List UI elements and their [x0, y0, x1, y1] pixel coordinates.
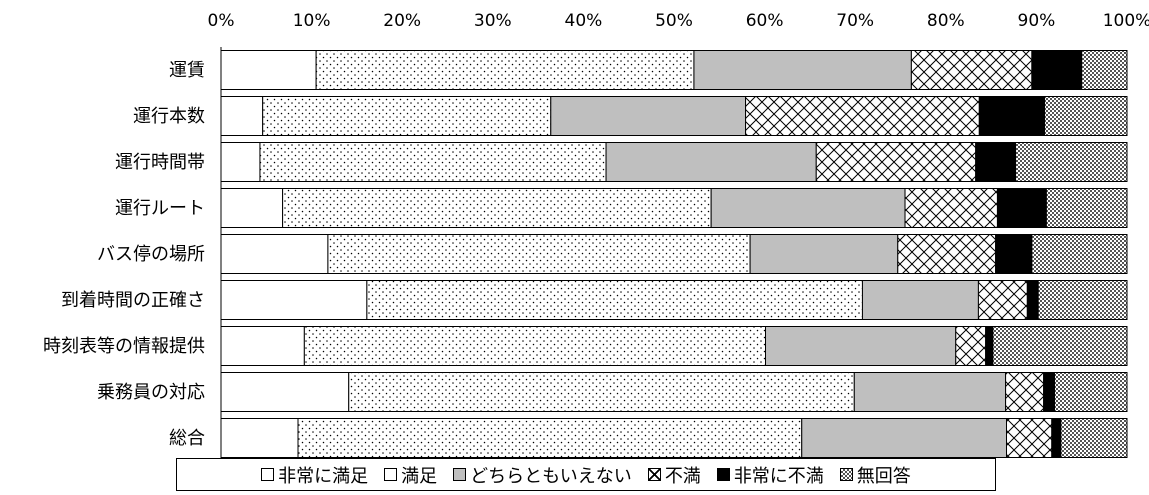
bar-segment-checker — [1037, 280, 1128, 320]
category-label: 運行時間帯 — [115, 152, 205, 173]
bar-segment-white — [220, 188, 284, 228]
bar-segment-dots — [348, 372, 855, 412]
bar-segment-checker — [1015, 142, 1128, 182]
bar-segment-black — [1026, 280, 1039, 320]
x-tick-label: 40% — [565, 11, 603, 31]
bar-segment-crosshatch — [910, 50, 1033, 90]
stacked-bar-chart: 0% 10% 20% 30% 40% 50% 60% 70% 80% 90% 100% 運賃運行本数… — [43, 11, 1149, 458]
bar-segment-dots — [303, 326, 767, 366]
bar-segment-black — [1031, 50, 1083, 90]
bar-segment-checker — [1044, 96, 1128, 136]
bar-segment-crosshatch — [897, 234, 997, 274]
bar-segment-dots — [262, 96, 552, 136]
bar-segment-black — [1051, 418, 1062, 458]
legend-swatch-gray — [453, 468, 467, 481]
bar-segment-white — [220, 234, 329, 274]
bar-segment-crosshatch — [904, 188, 998, 228]
legend-swatch-white — [384, 468, 398, 481]
x-tick-label: 90% — [1018, 11, 1056, 31]
legend-swatch-crosshatch — [647, 468, 661, 481]
legend-item: 満足 — [384, 462, 437, 488]
legend-label: 無回答 — [856, 465, 911, 487]
bar-segment-checker — [1031, 234, 1128, 274]
x-axis-ticks: 0% 10% 20% 30% 40% 50% 60% 70% 80% 90% 100% — [208, 11, 1149, 31]
category-label: バス停の場所 — [97, 244, 205, 265]
bar-segment-white — [220, 142, 261, 182]
bar-segment-black — [1043, 372, 1056, 412]
legend-swatch-black — [716, 468, 730, 481]
bar-segment-white — [220, 50, 317, 90]
x-tick-label: 20% — [383, 11, 421, 31]
bar-segment-crosshatch — [815, 142, 977, 182]
legend-label: 満足 — [401, 465, 438, 487]
category-label: 総合 — [169, 428, 205, 449]
x-tick-label: 0% — [208, 11, 235, 31]
bar-segment-checker — [1060, 418, 1128, 458]
bar-segment-crosshatch — [745, 96, 980, 136]
bar-segment-crosshatch — [977, 280, 1028, 320]
x-tick-label: 60% — [746, 11, 784, 31]
bar-segment-checker — [992, 326, 1128, 366]
bar-segment-crosshatch — [1006, 418, 1053, 458]
bar-segment-white — [220, 418, 299, 458]
legend-label: 不満 — [664, 465, 701, 487]
category-label: 時刻表等の情報提供 — [43, 336, 205, 357]
category-label: 到着時間の正確さ — [61, 290, 205, 311]
category-labels: 運賃運行本数運行時間帯運行ルートバス停の場所到着時間の正確さ時刻表等の情報提供乗… — [43, 60, 205, 449]
bar-segment-dots — [315, 50, 695, 90]
legend-item: 非常に満足 — [261, 462, 368, 488]
bar-segment-white — [220, 96, 264, 136]
legend-label: 非常に不満 — [733, 465, 824, 487]
legend: 非常に満足 満足 どちらともいえない 不満 非常に不満 無回答 — [176, 458, 996, 491]
x-tick-label: 80% — [927, 11, 965, 31]
bar-segment-gray — [765, 326, 957, 366]
legend-item: 無回答 — [839, 462, 911, 488]
bar-segment-white — [220, 372, 350, 412]
bar-segment-checker — [1081, 50, 1128, 90]
bar-segment-dots — [366, 280, 863, 320]
x-tick-label: 30% — [474, 11, 512, 31]
bar-segment-gray — [853, 372, 1007, 412]
legend-label: どちらともいえない — [470, 465, 632, 487]
category-label: 運行ルート — [115, 198, 205, 219]
bar-segment-gray — [749, 234, 899, 274]
legend-item: 不満 — [647, 462, 701, 488]
category-label: 運賃 — [169, 60, 205, 81]
bar-segment-black — [995, 234, 1033, 274]
bar-segment-gray — [801, 418, 1008, 458]
x-tick-label: 100% — [1103, 11, 1149, 31]
bar-segment-dots — [327, 234, 751, 274]
bar-segment-gray — [605, 142, 817, 182]
legend-swatch-checker — [839, 468, 853, 481]
bar-segment-dots — [297, 418, 803, 458]
category-label: 運行本数 — [133, 106, 205, 127]
bar-segment-crosshatch — [955, 326, 987, 366]
x-tick-label: 70% — [836, 11, 874, 31]
bar-segment-gray — [693, 50, 912, 90]
legend-label: 非常に満足 — [278, 465, 369, 487]
bar-segment-dots — [282, 188, 712, 228]
category-label: 乗務員の対応 — [97, 382, 205, 403]
legend-item: 非常に不満 — [716, 462, 824, 488]
bar-segment-gray — [861, 280, 979, 320]
bar-segment-dots — [259, 142, 607, 182]
bar-segment-gray — [550, 96, 747, 136]
legend-item: どちらともいえない — [453, 462, 632, 488]
bar-segment-black — [978, 96, 1046, 136]
bar-segment-gray — [710, 188, 906, 228]
bar-segment-black — [985, 326, 994, 366]
x-tick-label: 10% — [293, 11, 331, 31]
bar-segment-checker — [1045, 188, 1128, 228]
bar-segment-crosshatch — [1005, 372, 1045, 412]
legend-swatch-white — [261, 468, 275, 481]
bar-segment-black — [996, 188, 1047, 228]
bar-segment-black — [975, 142, 1017, 182]
x-tick-label: 50% — [655, 11, 693, 31]
bar-segment-white — [220, 280, 368, 320]
bars — [220, 47, 1128, 458]
bar-segment-checker — [1054, 372, 1128, 412]
bar-segment-white — [220, 326, 305, 366]
